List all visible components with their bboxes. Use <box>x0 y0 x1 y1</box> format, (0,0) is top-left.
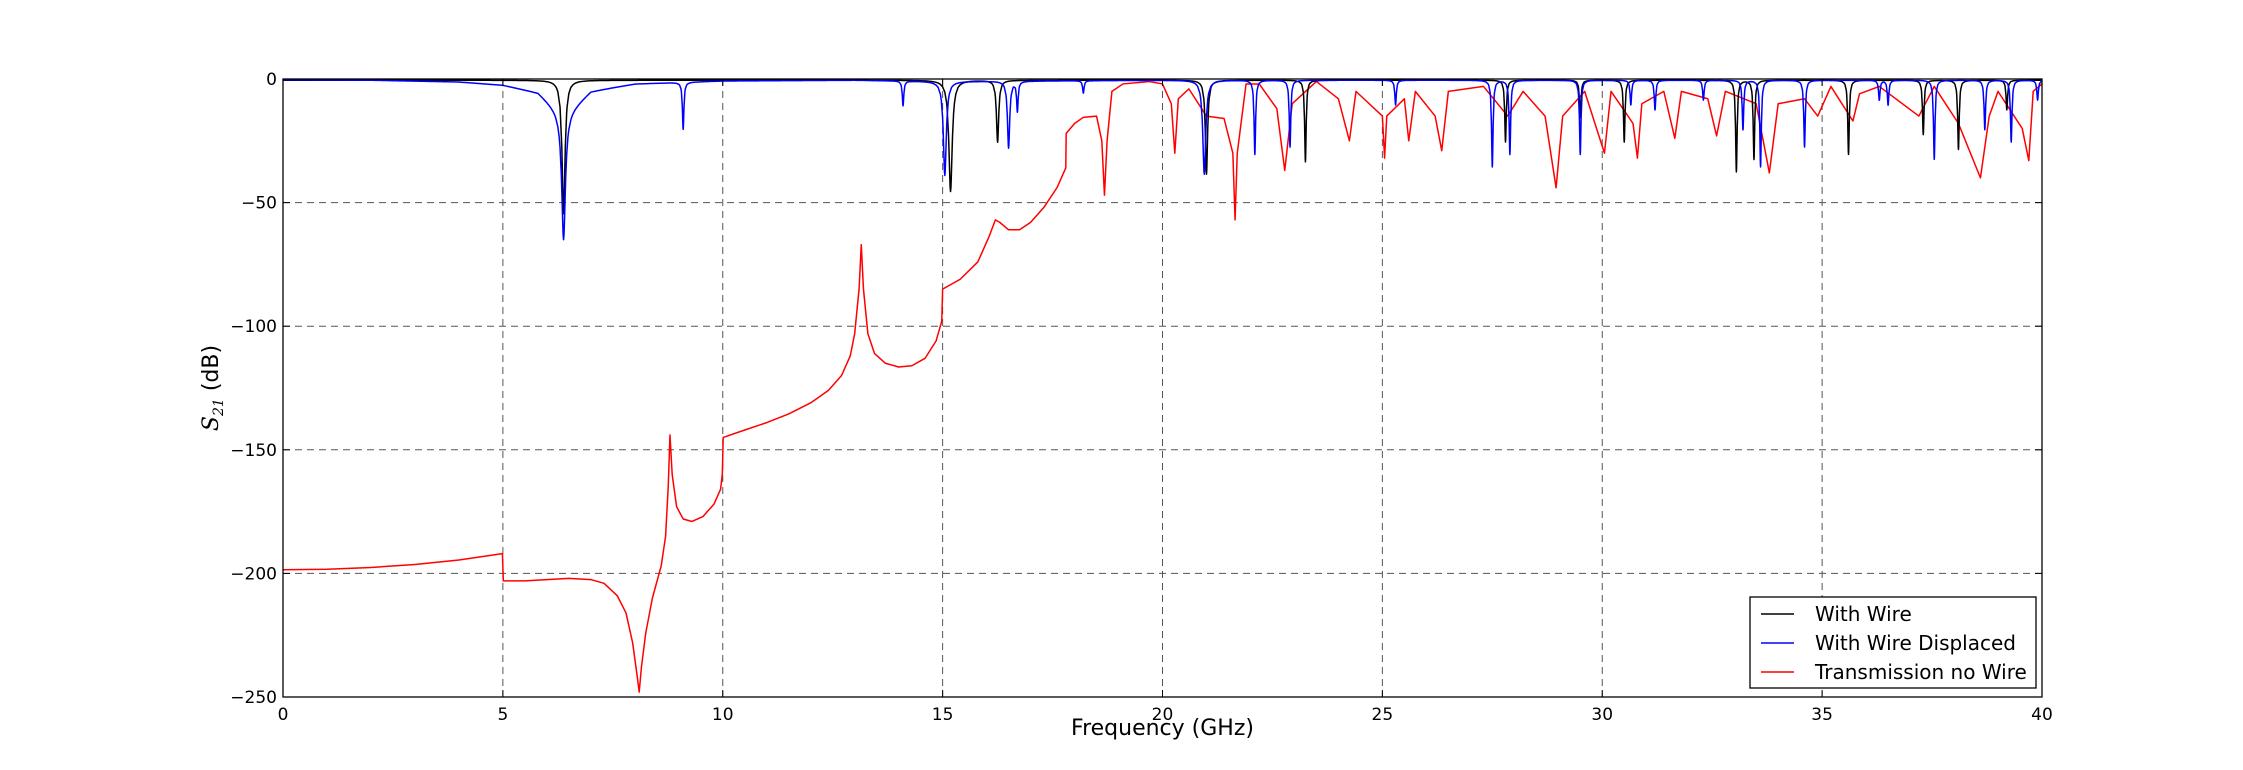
x-tick-label: 15 <box>932 705 954 725</box>
legend-label-with-wire: With Wire <box>1815 602 1912 626</box>
y-axis-label-symbol: S <box>199 416 224 431</box>
y-tick-label: −200 <box>230 564 277 584</box>
y-tick-label: −50 <box>241 194 277 214</box>
x-tick-label: 25 <box>1372 705 1394 725</box>
axis-ticks: 0 5 10 15 20 25 30 35 40 0 −50 −100 −150 −200 −250 <box>230 70 2053 725</box>
series-line-with-wire-displaced <box>282 79 2043 241</box>
legend: With Wire With Wire Displaced Transmissi… <box>1749 596 2037 689</box>
series-line-transmission-no-wire <box>282 80 2043 693</box>
y-tick-label: −100 <box>230 317 277 337</box>
y-axis-label-subscript: 21 <box>211 398 227 417</box>
plot-series <box>282 79 2043 693</box>
y-axis-label-unit: (dB) <box>199 345 224 398</box>
x-tick-label: 0 <box>278 705 289 725</box>
x-tick-label: 20 <box>1152 705 1174 725</box>
x-tick-label: 35 <box>1811 705 1833 725</box>
legend-label-transmission-no-wire: Transmission no Wire <box>1814 660 2027 684</box>
y-tick-label: 0 <box>266 70 277 90</box>
x-tick-label: 30 <box>1591 705 1613 725</box>
y-axis-label: S21 (dB) <box>199 345 227 431</box>
x-tick-label: 40 <box>2031 705 2053 725</box>
y-tick-label: −250 <box>230 688 277 708</box>
x-tick-label: 10 <box>712 705 734 725</box>
y-tick-label: −150 <box>230 441 277 461</box>
legend-box <box>1749 596 2037 689</box>
x-tick-label: 5 <box>497 705 508 725</box>
x-axis-label: Frequency (GHz) <box>1071 716 1254 741</box>
legend-label-with-wire-displaced: With Wire Displaced <box>1815 631 2016 655</box>
